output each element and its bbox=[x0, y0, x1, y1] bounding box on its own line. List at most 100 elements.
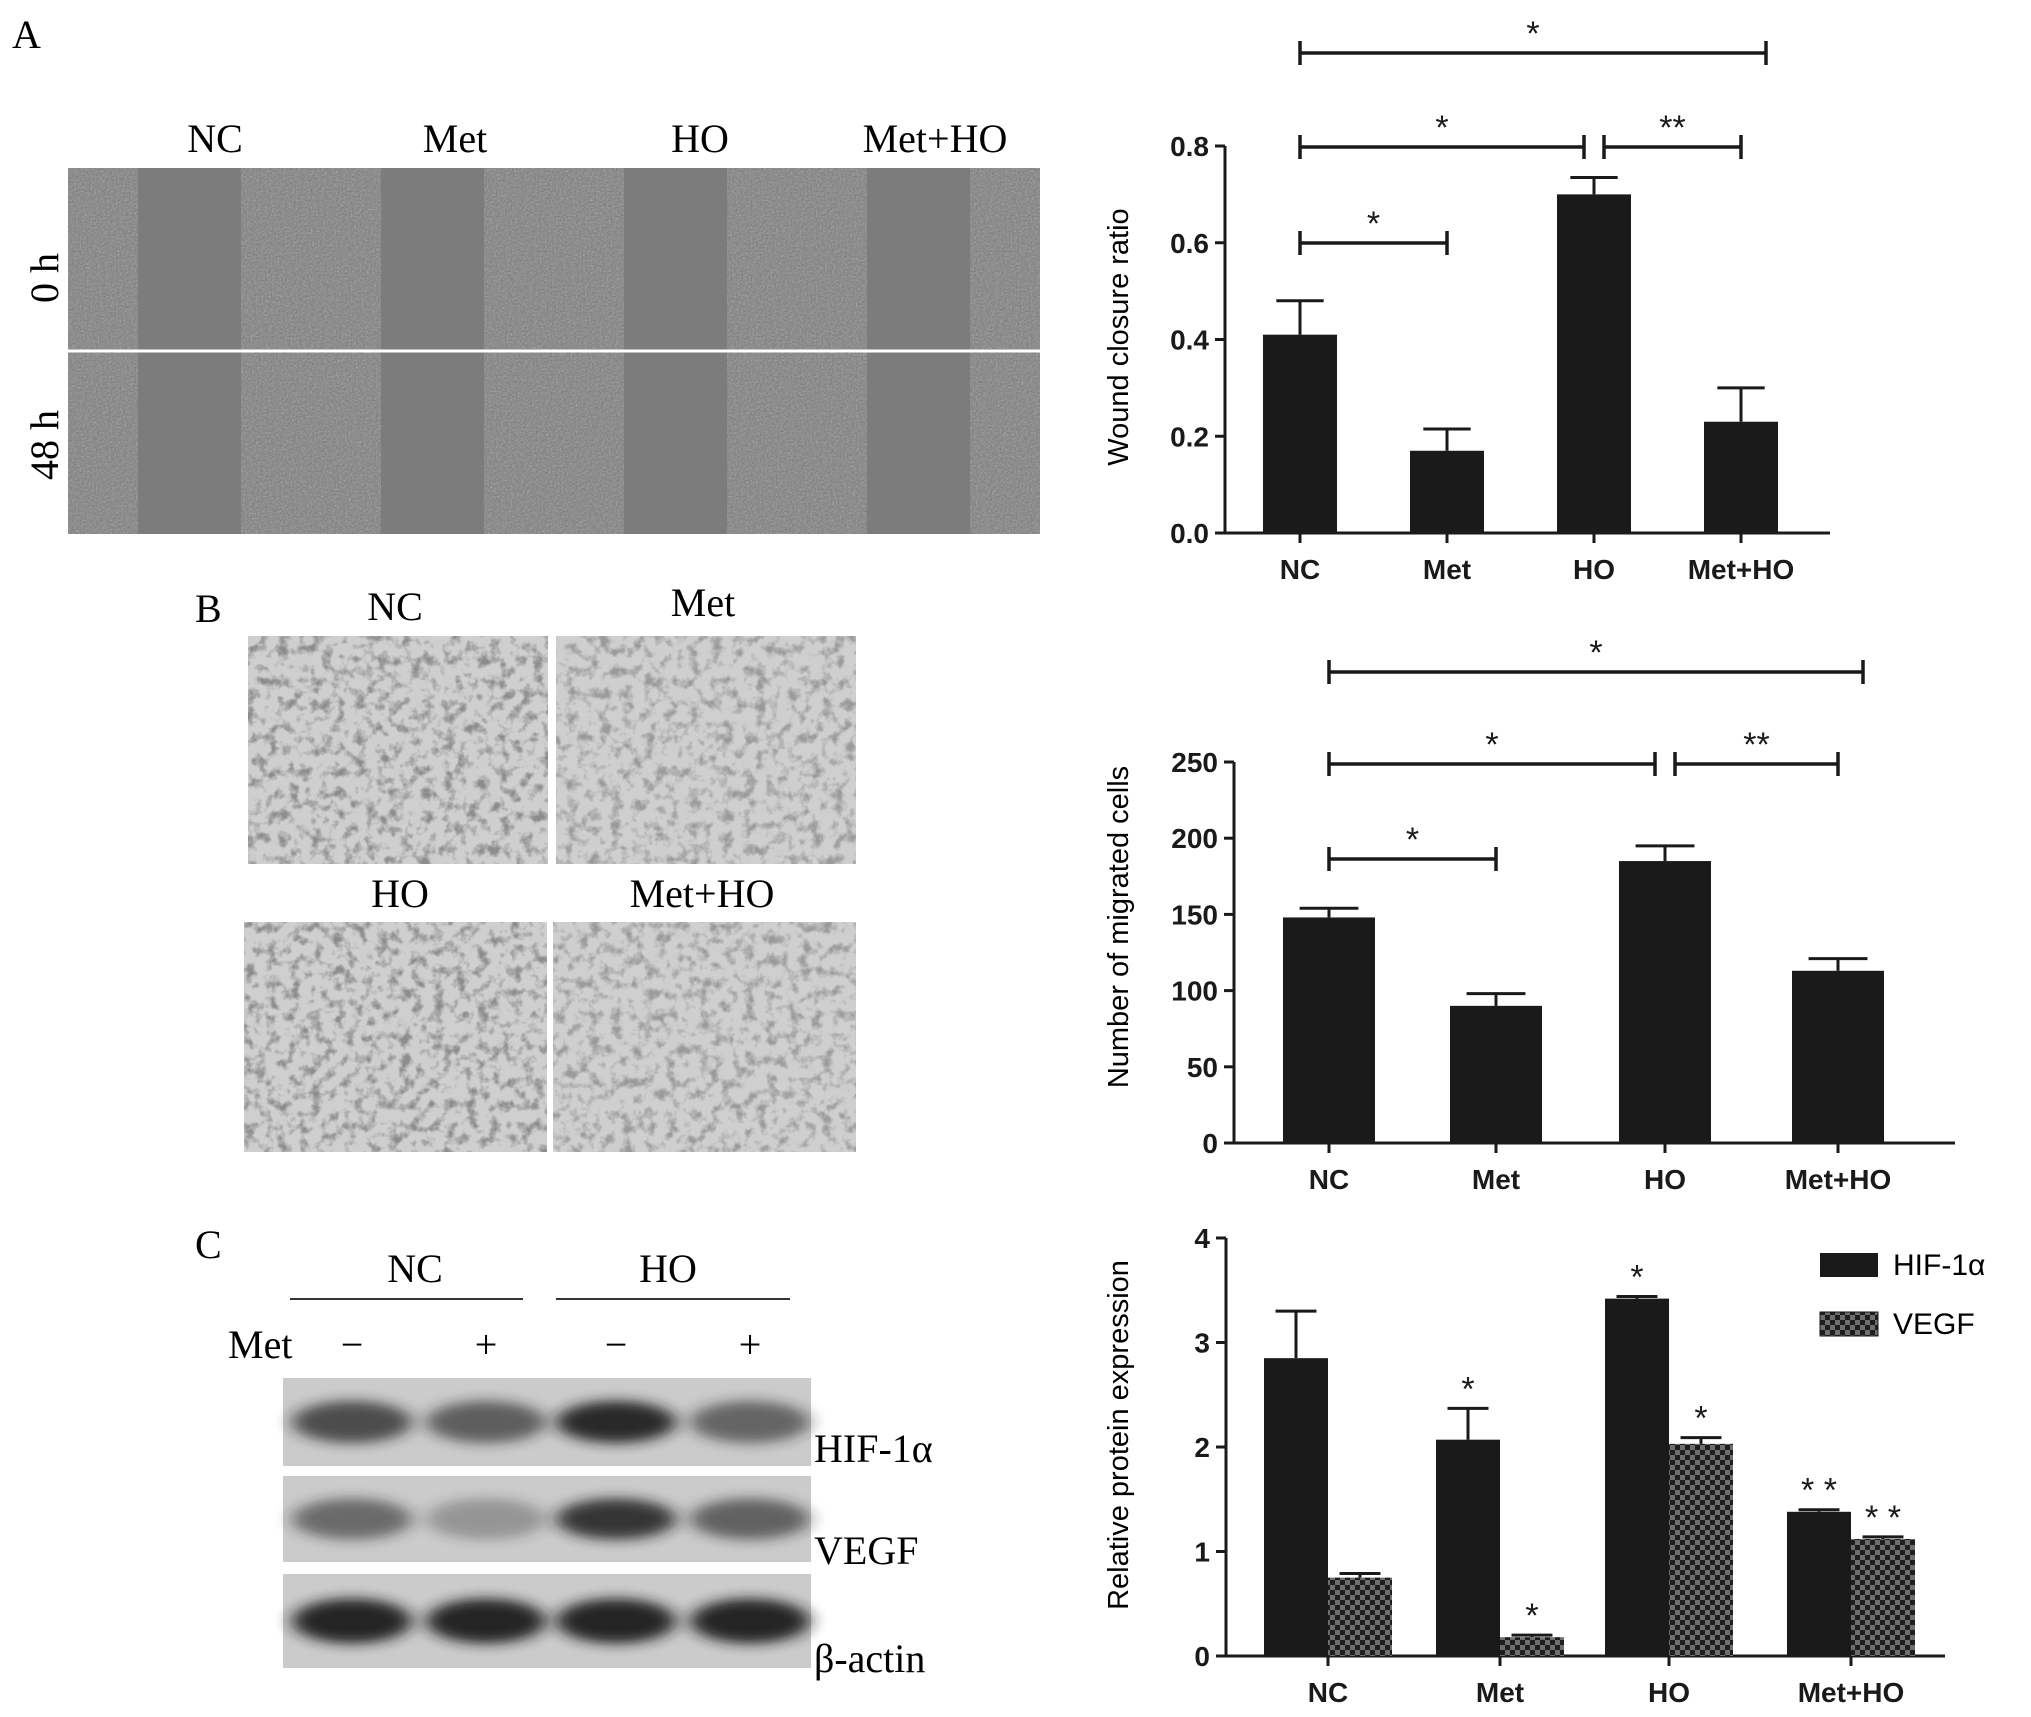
cell-monolayer-left bbox=[554, 168, 624, 350]
cell-monolayer-left bbox=[797, 352, 867, 534]
chart-protein-ylabel: Relative protein expression bbox=[1103, 1260, 1135, 1610]
significance-label: * bbox=[1406, 821, 1419, 859]
panel-b-label-met: Met bbox=[671, 580, 735, 625]
blot-band bbox=[426, 1400, 546, 1444]
blot-band-label-hif: HIF-1α bbox=[814, 1426, 933, 1471]
cell-monolayer-left bbox=[554, 352, 624, 534]
blot-band bbox=[690, 1498, 810, 1540]
x-tick-label: NC bbox=[1308, 1677, 1348, 1708]
chart-wound-ylabel: Wound closure ratio bbox=[1103, 208, 1135, 465]
scratch-assay-images bbox=[68, 168, 1040, 534]
legend-swatch-hif bbox=[1820, 1253, 1878, 1277]
bar bbox=[1619, 861, 1711, 1143]
blot-band bbox=[556, 1400, 676, 1444]
blot-band-label-actin: β-actin bbox=[814, 1636, 925, 1681]
blot-band bbox=[690, 1400, 810, 1444]
x-tick-label: Met bbox=[1476, 1677, 1524, 1708]
cell-monolayer-right bbox=[970, 168, 1040, 350]
panel-c-letter: C bbox=[195, 1222, 222, 1267]
x-tick-label: HO bbox=[1644, 1164, 1686, 1195]
y-tick-label: 150 bbox=[1171, 899, 1218, 930]
y-tick-label: 4 bbox=[1194, 1223, 1210, 1254]
x-tick-label: NC bbox=[1280, 554, 1320, 585]
blot-band bbox=[426, 1498, 546, 1540]
y-tick-label: 1 bbox=[1194, 1537, 1210, 1568]
panel-a-letter: A bbox=[12, 12, 41, 57]
blot-header-nc: NC bbox=[387, 1246, 443, 1291]
y-tick-label: 0 bbox=[1202, 1128, 1218, 1159]
cell-monolayer-left bbox=[311, 352, 381, 534]
migrated-cells-chart: Number of migrated cells 0 50 100 150 200 250… bbox=[1103, 634, 1955, 1195]
significance-mark: * bbox=[1525, 1597, 1538, 1635]
x-tick-label: Met bbox=[1472, 1164, 1520, 1195]
panel-a-label-met: Met bbox=[423, 116, 487, 161]
significance-mark: * bbox=[1461, 1370, 1474, 1408]
panel-a-label-ho: HO bbox=[671, 116, 729, 161]
blot-band bbox=[556, 1598, 676, 1644]
panel-a-label-met-ho: Met+HO bbox=[863, 116, 1008, 161]
bar bbox=[1264, 1358, 1328, 1656]
significance-label: ** bbox=[1743, 726, 1769, 764]
blot-band bbox=[690, 1598, 810, 1644]
x-tick-label: NC bbox=[1309, 1164, 1349, 1195]
blot-band bbox=[556, 1498, 676, 1540]
blot-met-label: Met bbox=[228, 1322, 292, 1367]
x-tick-label: HO bbox=[1573, 554, 1615, 585]
panel-a-row-48h: 48 h bbox=[22, 410, 67, 480]
cell-monolayer-right bbox=[484, 168, 554, 350]
bar bbox=[1410, 450, 1484, 533]
y-tick-label: 3 bbox=[1194, 1328, 1210, 1359]
y-tick-label: 250 bbox=[1171, 747, 1218, 778]
y-tick-label: 2 bbox=[1194, 1432, 1210, 1463]
panel-b-label-ho: HO bbox=[371, 871, 429, 916]
legend-label-hif: HIF-1α bbox=[1893, 1249, 1985, 1282]
y-tick-label: 0.6 bbox=[1170, 228, 1209, 259]
cell-monolayer-left bbox=[311, 168, 381, 350]
significance-mark: * bbox=[1630, 1259, 1643, 1297]
cell-monolayer-right bbox=[241, 168, 311, 350]
blot-header-ho: HO bbox=[639, 1246, 697, 1291]
cell-monolayer-left bbox=[797, 168, 867, 350]
y-tick-label: 100 bbox=[1171, 976, 1218, 1007]
cell-monolayer-left bbox=[68, 352, 138, 534]
bar bbox=[1500, 1637, 1564, 1656]
blot-met-sign-3: − bbox=[605, 1322, 628, 1367]
blot-band bbox=[292, 1400, 412, 1444]
transwell-cells bbox=[244, 922, 547, 1152]
bar bbox=[1792, 970, 1884, 1143]
transwell-cells bbox=[556, 636, 856, 864]
x-tick-label: Met bbox=[1423, 554, 1471, 585]
protein-expression-chart: Relative protein expression HIF-1α VEGF … bbox=[1103, 1223, 1985, 1708]
significance-label: * bbox=[1526, 15, 1539, 53]
transwell-images bbox=[244, 636, 856, 1152]
y-tick-label: 0.4 bbox=[1170, 325, 1209, 356]
western-blot bbox=[283, 1378, 811, 1668]
blot-met-sign-2: + bbox=[475, 1322, 498, 1367]
y-tick-label: 0 bbox=[1194, 1641, 1210, 1672]
significance-label: * bbox=[1485, 726, 1498, 764]
y-tick-label: 0.8 bbox=[1170, 131, 1209, 162]
significance-label: * bbox=[1367, 205, 1380, 243]
panel-a-row-0h: 0 h bbox=[22, 253, 67, 303]
x-tick-label: Met+HO bbox=[1785, 1164, 1892, 1195]
significance-mark: * bbox=[1694, 1400, 1707, 1438]
significance-mark: * * bbox=[1865, 1499, 1901, 1537]
bar bbox=[1557, 194, 1631, 533]
x-tick-label: Met+HO bbox=[1798, 1677, 1905, 1708]
significance-label: * bbox=[1589, 634, 1602, 672]
cell-monolayer-right bbox=[727, 168, 797, 350]
blot-band bbox=[426, 1598, 546, 1644]
bar bbox=[1851, 1538, 1915, 1656]
bar bbox=[1704, 421, 1778, 533]
blot-met-sign-4: + bbox=[739, 1322, 762, 1367]
legend-swatch-vegf bbox=[1819, 1311, 1879, 1337]
blot-band bbox=[292, 1598, 412, 1644]
cell-monolayer-right bbox=[484, 352, 554, 534]
significance-label: * bbox=[1435, 109, 1448, 147]
panel-a-label-nc: NC bbox=[187, 116, 243, 161]
cell-monolayer-right bbox=[970, 352, 1040, 534]
cell-monolayer-left bbox=[68, 168, 138, 350]
legend-label-vegf: VEGF bbox=[1893, 1308, 1975, 1341]
bar bbox=[1436, 1439, 1500, 1656]
